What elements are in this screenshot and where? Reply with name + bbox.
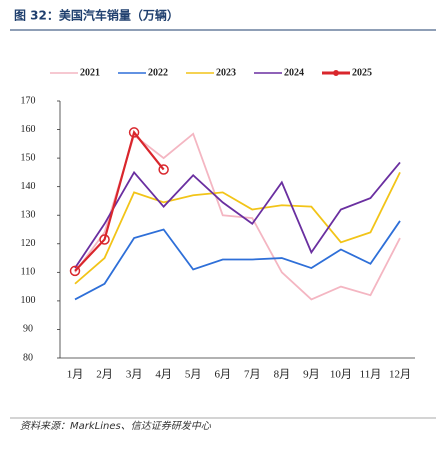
x-tick-label: 4月 bbox=[155, 369, 172, 381]
x-tick-label: 12月 bbox=[389, 369, 411, 381]
legend-label: 2024 bbox=[284, 67, 304, 78]
y-tick-label: 120 bbox=[21, 238, 36, 249]
point bbox=[99, 234, 110, 245]
series-line bbox=[74, 161, 401, 269]
x-tick-label: 9月 bbox=[303, 369, 320, 381]
y-tick-label: 160 bbox=[21, 124, 36, 135]
y-tick-label: 140 bbox=[21, 181, 36, 192]
x-tick-label: 8月 bbox=[274, 369, 291, 381]
point bbox=[69, 265, 81, 277]
y-tick-label: 90 bbox=[23, 324, 33, 335]
series-line bbox=[74, 130, 165, 272]
x-tick-label: 11月 bbox=[360, 369, 382, 381]
y-tick-label: 170 bbox=[21, 95, 36, 106]
y-tick-label: 130 bbox=[21, 210, 36, 221]
legend-label: 2025 bbox=[352, 67, 372, 78]
series-line bbox=[74, 171, 401, 285]
legend-label: 2023 bbox=[216, 67, 236, 78]
x-tick-label: 10月 bbox=[330, 369, 352, 381]
legend-marker bbox=[333, 70, 339, 76]
x-tick-label: 6月 bbox=[214, 369, 231, 381]
x-tick-label: 3月 bbox=[126, 369, 143, 381]
legend-label: 2021 bbox=[80, 67, 100, 78]
y-tick-label: 100 bbox=[21, 295, 36, 306]
y-tick-label: 110 bbox=[21, 267, 36, 278]
y-tick-label: 150 bbox=[21, 152, 36, 163]
chart-title: 图 32：美国汽车销量（万辆） bbox=[14, 8, 179, 23]
series-line bbox=[74, 220, 401, 301]
point bbox=[128, 127, 140, 138]
x-tick-label: 7月 bbox=[244, 369, 261, 381]
x-tick-label: 2月 bbox=[96, 369, 113, 381]
legend-label: 2022 bbox=[148, 67, 168, 78]
source: 资料来源：MarkLines、信达证券研发中心 bbox=[20, 420, 212, 432]
x-tick-label: 1月 bbox=[67, 369, 84, 381]
x-tick-label: 5月 bbox=[185, 369, 202, 381]
y-tick-label: 80 bbox=[23, 352, 33, 363]
point bbox=[158, 164, 169, 175]
